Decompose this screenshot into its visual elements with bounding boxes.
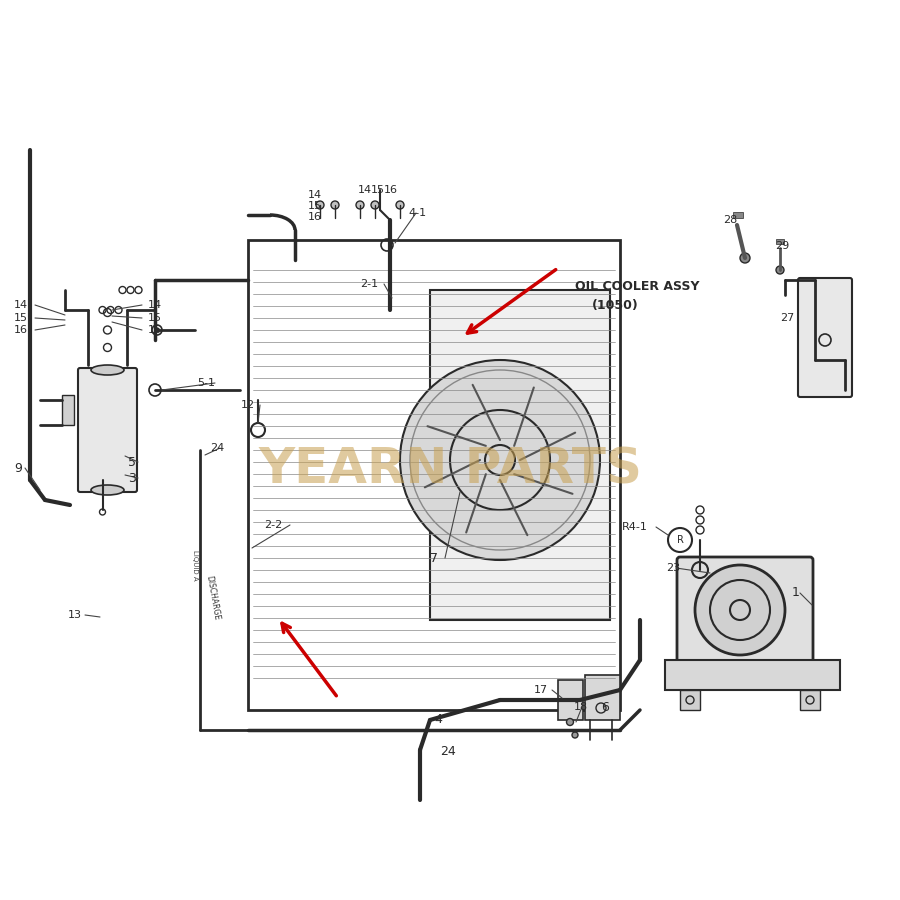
FancyBboxPatch shape bbox=[798, 278, 852, 397]
Text: R: R bbox=[677, 535, 683, 545]
Text: 15: 15 bbox=[371, 185, 385, 195]
Ellipse shape bbox=[91, 365, 124, 375]
Text: 1: 1 bbox=[792, 587, 800, 599]
Text: 2-2: 2-2 bbox=[264, 520, 282, 530]
Circle shape bbox=[155, 328, 159, 332]
Text: 15: 15 bbox=[14, 313, 28, 323]
Text: 7: 7 bbox=[430, 552, 438, 564]
Text: 16: 16 bbox=[308, 212, 322, 222]
Text: 29: 29 bbox=[775, 241, 789, 251]
Bar bbox=[62, 395, 74, 425]
Circle shape bbox=[356, 201, 364, 209]
Text: 23: 23 bbox=[666, 563, 680, 573]
Text: 13: 13 bbox=[68, 610, 82, 620]
Text: R4-1: R4-1 bbox=[622, 522, 648, 532]
Text: 15: 15 bbox=[148, 313, 162, 323]
Text: 14: 14 bbox=[308, 190, 322, 200]
Text: 4-1: 4-1 bbox=[408, 208, 426, 218]
Text: 28: 28 bbox=[723, 215, 737, 225]
Text: 2-1: 2-1 bbox=[360, 279, 378, 289]
Text: 14: 14 bbox=[148, 300, 162, 310]
Circle shape bbox=[316, 201, 324, 209]
Circle shape bbox=[740, 253, 750, 263]
Text: 17: 17 bbox=[534, 685, 548, 695]
Text: 16: 16 bbox=[14, 325, 28, 335]
Bar bbox=[665, 660, 840, 690]
Bar bbox=[585, 675, 620, 720]
Circle shape bbox=[331, 201, 339, 209]
Bar bbox=[680, 690, 700, 710]
Circle shape bbox=[371, 201, 379, 209]
Circle shape bbox=[566, 718, 573, 725]
Bar bbox=[800, 690, 820, 710]
Circle shape bbox=[776, 266, 784, 274]
Text: 12: 12 bbox=[241, 400, 255, 410]
Text: 5-1: 5-1 bbox=[197, 378, 215, 388]
Bar bbox=[248, 240, 620, 710]
Text: 18: 18 bbox=[574, 702, 588, 712]
Text: 24: 24 bbox=[440, 745, 456, 758]
Ellipse shape bbox=[91, 485, 124, 495]
Text: 9: 9 bbox=[14, 462, 22, 474]
Text: DISCHARGE: DISCHARGE bbox=[204, 575, 221, 621]
Circle shape bbox=[396, 201, 404, 209]
Circle shape bbox=[400, 360, 600, 560]
Text: 6: 6 bbox=[601, 701, 609, 714]
Bar bbox=[430, 290, 610, 620]
Circle shape bbox=[695, 565, 785, 655]
Text: (1050): (1050) bbox=[592, 299, 639, 311]
FancyBboxPatch shape bbox=[677, 557, 813, 663]
Bar bbox=[776, 239, 784, 244]
Text: 14: 14 bbox=[358, 185, 372, 195]
Text: LIQUID A: LIQUID A bbox=[192, 551, 198, 581]
Bar bbox=[558, 680, 583, 720]
FancyBboxPatch shape bbox=[78, 368, 137, 492]
Bar bbox=[733, 212, 743, 218]
Circle shape bbox=[572, 732, 578, 738]
Text: 15: 15 bbox=[308, 201, 322, 211]
Text: YEARN PARTS: YEARN PARTS bbox=[258, 446, 642, 494]
Text: OIL COOLER ASSY: OIL COOLER ASSY bbox=[575, 281, 699, 293]
Text: 16: 16 bbox=[384, 185, 398, 195]
Text: 5: 5 bbox=[128, 455, 136, 469]
Text: 14: 14 bbox=[14, 300, 28, 310]
Text: 16: 16 bbox=[148, 325, 162, 335]
Text: 24: 24 bbox=[210, 443, 224, 453]
Text: 4: 4 bbox=[434, 713, 442, 726]
Text: 27: 27 bbox=[780, 313, 794, 323]
Text: 3: 3 bbox=[128, 472, 136, 484]
